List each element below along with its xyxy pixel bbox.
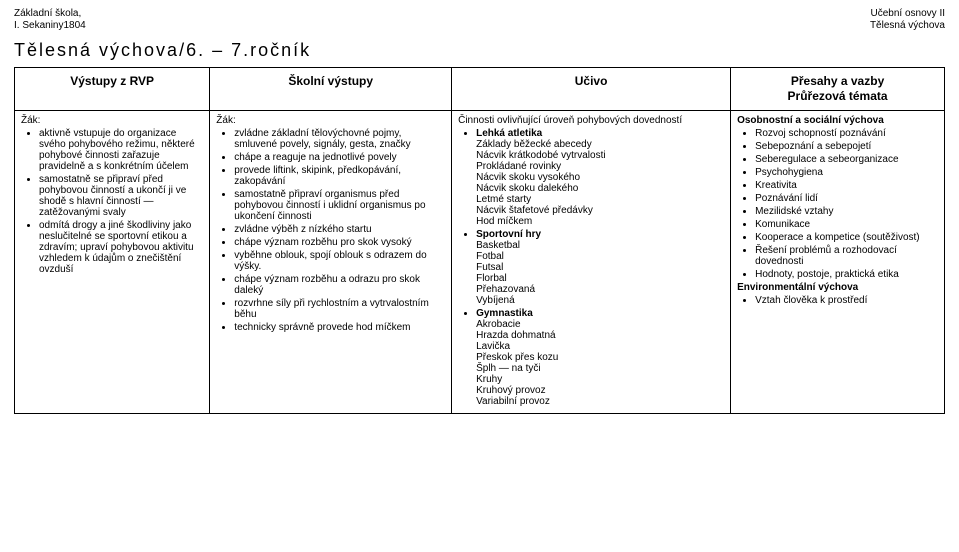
list-item: Vztah člověka k prostředí <box>755 295 938 306</box>
list-item: Kooperace a kompetice (soutěživost) <box>755 232 938 243</box>
presahy-list: Rozvoj schopností poznávání Sebepoznání a… <box>737 128 938 280</box>
presahy-heading: Osobnostní a sociální výchova <box>737 115 938 126</box>
ucivo-subitem: Lavička <box>476 341 724 352</box>
list-item: Hodnoty, postoje, praktická etika <box>755 269 938 280</box>
list-item: Sebepoznání a sebepojetí <box>755 141 938 152</box>
curriculum-line-1: Učební osnovy II <box>870 8 945 20</box>
presahy-list: Vztah člověka k prostředí <box>737 295 938 306</box>
list-item: zvládne základní tělovýchovné pojmy, sml… <box>234 128 445 150</box>
ucivo-group-title: Sportovní hry <box>476 229 541 240</box>
cell-skolni: Žák: zvládne základní tělovýchovné pojmy… <box>210 111 452 414</box>
header-right: Učební osnovy II Tělesná výchova <box>870 8 945 32</box>
ucivo-group: Sportovní hryBasketbalFotbalFutsalFlorba… <box>476 229 724 306</box>
list-item: Komunikace <box>755 219 938 230</box>
list-item: zvládne výběh z nízkého startu <box>234 224 445 235</box>
ucivo-subitem: Nácvik štafetové předávky <box>476 205 724 216</box>
list-item: aktivně vstupuje do organizace svého poh… <box>39 128 203 172</box>
curriculum-table: Výstupy z RVP Školní výstupy Učivo Přesa… <box>14 67 945 414</box>
school-name-1: Základní škola, <box>14 8 86 20</box>
lead-ucivo: Činnosti ovlivňující úroveň pohybových d… <box>458 115 724 126</box>
ucivo-subitem: Kruhový provoz <box>476 385 724 396</box>
col-header-2: Školní výstupy <box>210 68 452 111</box>
list-item: Psychohygiena <box>755 167 938 178</box>
ucivo-subitem: Florbal <box>476 273 724 284</box>
list-item: chápe a reaguje na jednotlivé povely <box>234 152 445 163</box>
cell-presahy: Osobnostní a sociální výchova Rozvoj scho… <box>731 111 945 414</box>
list-item: vyběhne oblouk, spojí oblouk s odrazem d… <box>234 250 445 272</box>
ucivo-subitem: Basketbal <box>476 240 724 251</box>
lead-zak-1: Žák: <box>21 115 203 126</box>
ucivo-subitem: Nácvik krátkodobé vytrvalosti <box>476 150 724 161</box>
ucivo-subitem: Akrobacie <box>476 319 724 330</box>
page-title: Tělesná výchova/6. – 7.ročník <box>14 40 945 61</box>
col-header-3: Učivo <box>452 68 731 111</box>
list-item: Seberegulace a sebeorganizace <box>755 154 938 165</box>
ucivo-subitem: Přehazovaná <box>476 284 724 295</box>
curriculum-line-2: Tělesná výchova <box>870 20 945 32</box>
list-item: samostatně připraví organismus před pohy… <box>234 189 445 222</box>
list-item: Poznávání lidí <box>755 193 938 204</box>
ucivo-subitem: Šplh — na tyči <box>476 363 724 374</box>
ucivo-group-title: Lehká atletika <box>476 128 542 139</box>
list-item: provede liftink, skipink, předkopávání, … <box>234 165 445 187</box>
list-item: technicky správně provede hod míčkem <box>234 322 445 333</box>
ucivo-subitem: Přeskok přes kozu <box>476 352 724 363</box>
cell-ucivo: Činnosti ovlivňující úroveň pohybových d… <box>452 111 731 414</box>
ucivo-subitem: Hrazda dohmatná <box>476 330 724 341</box>
col-header-1: Výstupy z RVP <box>15 68 210 111</box>
ucivo-subitem: Futsal <box>476 262 724 273</box>
list-item: Rozvoj schopností poznávání <box>755 128 938 139</box>
skolni-list: zvládne základní tělovýchovné pojmy, sml… <box>216 128 445 333</box>
list-item: rozvrhne síly při rychlostním a vytrvalo… <box>234 298 445 320</box>
ucivo-subitem: Fotbal <box>476 251 724 262</box>
list-item: Řešení problémů a rozhodovací dovednosti <box>755 245 938 267</box>
list-item: chápe význam rozběhu pro skok vysoký <box>234 237 445 248</box>
col-header-4: Přesahy a vazbyPrůřezová témata <box>731 68 945 111</box>
ucivo-subitem: Prokládané rovinky <box>476 161 724 172</box>
list-item: chápe význam rozběhu a odrazu pro skok d… <box>234 274 445 296</box>
ucivo-subitem: Hod míčkem <box>476 216 724 227</box>
rvp-list: aktivně vstupuje do organizace svého poh… <box>21 128 203 275</box>
list-item: samostatně se připraví před pohybovou či… <box>39 174 203 218</box>
ucivo-subitem: Kruhy <box>476 374 724 385</box>
document-header: Základní škola, I. Sekaniny1804 Učební o… <box>14 8 945 32</box>
cell-rvp: Žák: aktivně vstupuje do organizace svéh… <box>15 111 210 414</box>
ucivo-subitem: Nácvik skoku dalekého <box>476 183 724 194</box>
school-name-2: I. Sekaniny1804 <box>14 20 86 32</box>
ucivo-subitem: Letmé starty <box>476 194 724 205</box>
ucivo-subitem: Vybíjená <box>476 295 724 306</box>
header-left: Základní škola, I. Sekaniny1804 <box>14 8 86 32</box>
ucivo-list: Lehká atletikaZáklady běžecké abecedyNác… <box>458 128 724 407</box>
ucivo-group: Lehká atletikaZáklady běžecké abecedyNác… <box>476 128 724 227</box>
ucivo-subitem: Nácvik skoku vysokého <box>476 172 724 183</box>
presahy-heading: Environmentální výchova <box>737 282 938 293</box>
list-item: odmítá drogy a jiné škodliviny jako nesl… <box>39 220 203 275</box>
ucivo-group-title: Gymnastika <box>476 308 533 319</box>
list-item: Kreativita <box>755 180 938 191</box>
ucivo-subitem: Variabilní provoz <box>476 396 724 407</box>
list-item: Mezilidské vztahy <box>755 206 938 217</box>
ucivo-subitem: Základy běžecké abecedy <box>476 139 724 150</box>
lead-zak-2: Žák: <box>216 115 445 126</box>
ucivo-group: GymnastikaAkrobacieHrazda dohmatnáLavičk… <box>476 308 724 407</box>
